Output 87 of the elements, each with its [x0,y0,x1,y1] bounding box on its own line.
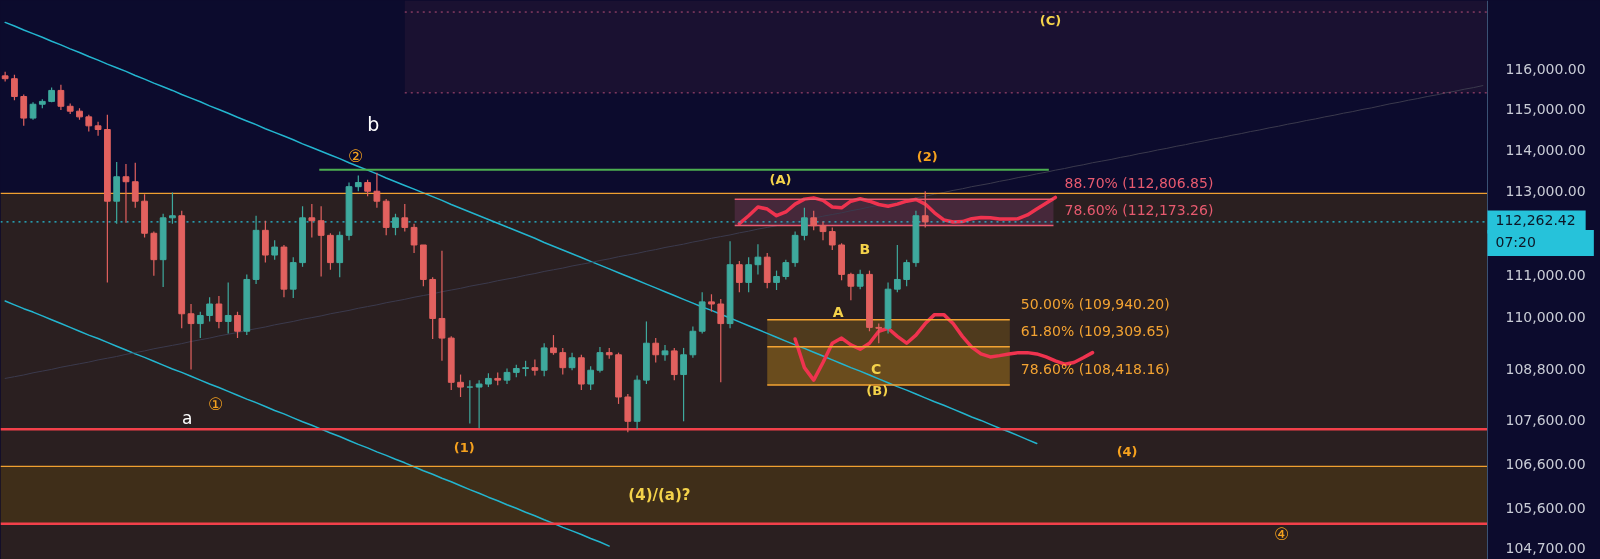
y-tick-label: 113,000.00 [1505,183,1586,200]
ref-line-label: 50.00% (109,940.20) [1020,295,1170,312]
candlestick [94,121,102,137]
candlestick [11,74,18,101]
candlestick [893,244,901,293]
annotation: ④ [1273,524,1290,545]
candlestick [131,162,139,209]
candlestick [466,379,474,425]
annotation: (C) [1039,13,1062,29]
y-tick-label: 114,000.00 [1505,142,1586,158]
band-label: (4)/(a)? [628,486,691,505]
annotation: A [832,304,844,321]
candlestick [856,269,864,290]
candlestick [196,311,204,339]
ref-line-label: 78.60% (108,418.16) [1020,360,1170,377]
candlestick [773,270,780,291]
annotation: B [859,240,871,257]
candlestick [540,342,548,377]
annotation: (1) [453,440,475,456]
annotation: ① [207,394,224,415]
candlestick [122,163,130,224]
candlestick [745,256,753,293]
candlestick [1,71,9,83]
candlestick [670,347,678,381]
candlestick [689,325,697,359]
candlestick [903,259,911,287]
candlestick [550,334,557,356]
candlestick [457,373,464,398]
candlestick [559,347,567,376]
candlestick [308,203,316,239]
candlestick [596,346,604,373]
candlestick [20,93,28,127]
ref-line-label: 78.60% (112,173.26) [1064,201,1214,218]
candlestick [317,205,325,278]
candlestick [782,259,790,281]
annotation: (2) [916,149,938,165]
candlestick [810,210,818,231]
annotation: (B) [866,383,889,399]
candlestick [392,213,399,236]
y-tick-label: 116,000.00 [1505,60,1586,77]
y-tick-label: 105,600.00 [1505,500,1586,517]
candlestick [921,190,929,229]
y-tick-label: 106,600.00 [1505,456,1586,473]
candlestick [373,172,381,209]
annotation: (A) [769,171,792,187]
y-tick-label: 115,000.00 [1505,101,1586,118]
ref-line-label: 112,262.42 [1495,212,1576,229]
candlestick [401,203,409,233]
y-tick-label: 108,800.00 [1505,360,1586,377]
candlestick [215,295,223,329]
candlestick [271,239,279,261]
candlestick [801,207,808,241]
candlestick [661,344,669,362]
candlestick [819,220,827,241]
text: 07:20 [1495,233,1536,250]
candlestick [531,358,539,377]
candlestick [234,311,241,339]
ref-line-label: 88.70% (112,806.85) [1064,175,1214,192]
candlestick [652,337,660,364]
candlestick [475,379,483,429]
annotation: ② [347,145,364,166]
line-series [4,300,610,547]
y-tick-label: 111,000.00 [1505,266,1586,283]
line-series [4,85,1484,379]
y-tick-label: 110,000.00 [1505,309,1586,326]
candlestick [410,223,418,254]
annotation: b [367,112,380,135]
ref-line-label: 61.80% (109,309.65) [1020,322,1170,339]
candlestick [169,191,176,225]
annotation: a [181,408,193,429]
candlestick [875,322,883,344]
candlestick [828,226,836,251]
candlestick [224,281,232,334]
annotation: (4) [1116,443,1138,459]
y-tick-label: 104,700.00 [1505,540,1586,557]
candlestick [717,298,725,383]
candlestick [754,243,762,275]
y-tick-label: 107,600.00 [1505,412,1586,429]
annotation: C [871,361,882,378]
candlestick [847,272,855,301]
candlestick [206,296,213,323]
candlestick [587,365,595,391]
candlestick [187,303,195,370]
candlestick [438,250,446,362]
candlestick [57,84,65,111]
candlestick [680,347,687,422]
candlestick [735,260,743,293]
